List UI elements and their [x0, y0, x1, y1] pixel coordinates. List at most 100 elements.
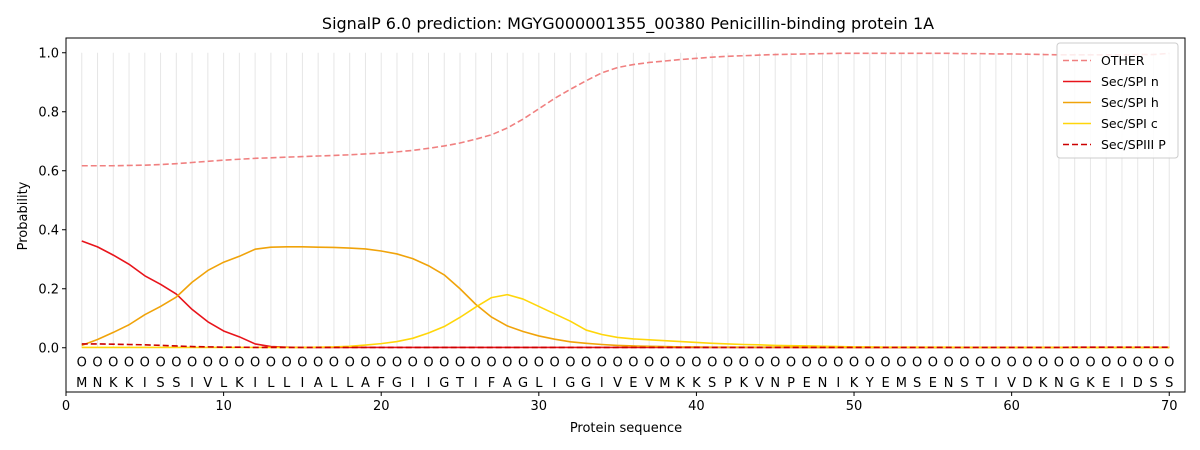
region-marker: O — [250, 355, 260, 370]
residue-label: N — [818, 376, 828, 391]
residue-label: K — [125, 376, 134, 391]
residue-label: K — [1086, 376, 1095, 391]
y-tick-label: 0.0 — [38, 341, 59, 356]
residue-label: E — [881, 376, 889, 391]
region-marker: O — [817, 355, 827, 370]
region-marker: O — [108, 355, 118, 370]
legend-label-2: Sec/SPI h — [1101, 95, 1159, 110]
plot-frame — [65, 37, 1186, 393]
residue-label: S — [913, 376, 921, 391]
y-tick-label: 0.8 — [38, 105, 59, 120]
x-tick-label: 50 — [846, 399, 863, 414]
residue-label: A — [361, 376, 370, 391]
region-marker: O — [360, 355, 370, 370]
x-tick-label: 30 — [531, 399, 548, 414]
residue-label: I — [427, 376, 431, 391]
residue-label: G — [518, 376, 528, 391]
residue-label: Y — [865, 376, 874, 391]
residue-label: L — [220, 376, 228, 391]
region-marker: O — [676, 355, 686, 370]
region-marker: O — [1038, 355, 1048, 370]
x-tick-label: 40 — [688, 399, 705, 414]
residue-label: I — [474, 376, 478, 391]
residue-label: N — [944, 376, 954, 391]
region-marker: O — [392, 355, 402, 370]
residue-label: I — [600, 376, 604, 391]
region-marker: O — [880, 355, 890, 370]
region-marker: O — [833, 355, 843, 370]
residue-label: K — [109, 376, 118, 391]
region-marker: O — [1054, 355, 1064, 370]
series-line-4 — [81, 343, 1170, 349]
region-marker: O — [313, 355, 323, 370]
residue-label: L — [267, 376, 275, 391]
axis-ticks: 0 10 20 30 40 50 60 70 0.0 0.2 0.4 0.6 0.8 1.0 — [38, 46, 1177, 414]
residue-label: G — [439, 376, 449, 391]
residue-label: K — [1039, 376, 1048, 391]
region-marker: O — [1007, 355, 1017, 370]
residue-label: E — [1102, 376, 1110, 391]
region-marker: O — [345, 355, 355, 370]
residue-label: L — [535, 376, 543, 391]
region-marker: O — [502, 355, 512, 370]
region-marker: O — [581, 355, 591, 370]
residue-label: A — [314, 376, 323, 391]
residue-label: K — [235, 376, 244, 391]
residue-label: E — [803, 376, 811, 391]
residue-label: L — [283, 376, 291, 391]
residue-label: N — [93, 376, 103, 391]
residue-label: M — [76, 376, 87, 391]
chart-title: SignalP 6.0 prediction: MGYG000001355_00… — [322, 14, 934, 34]
y-tick-label: 1.0 — [38, 46, 59, 61]
residue-label: T — [455, 376, 464, 391]
legend-box — [1056, 42, 1179, 159]
region-marker: O — [1164, 355, 1174, 370]
residue-label: S — [708, 376, 716, 391]
region-marker: O — [234, 355, 244, 370]
region-marker: O — [707, 355, 717, 370]
residue-label: S — [1165, 376, 1173, 391]
region-marker: O — [155, 355, 165, 370]
region-marker: O — [423, 355, 433, 370]
region-marker: O — [644, 355, 654, 370]
region-marker: O — [486, 355, 496, 370]
x-tick-label: 20 — [373, 399, 390, 414]
series-line-1 — [81, 240, 1170, 349]
residue-label: S — [1149, 376, 1157, 391]
residue-label: I — [411, 376, 415, 391]
region-marker: O — [975, 355, 985, 370]
legend-label-1: Sec/SPI n — [1101, 74, 1159, 89]
region-marker: O — [943, 355, 953, 370]
region-marker: O — [471, 355, 481, 370]
sequence-grid — [81, 52, 1170, 348]
region-marker: O — [912, 355, 922, 370]
residue-label: I — [190, 376, 194, 391]
residue-label: V — [613, 376, 622, 391]
region-marker: O — [408, 355, 418, 370]
residue-label: V — [203, 376, 212, 391]
residue-label: A — [503, 376, 512, 391]
region-marker: O — [691, 355, 701, 370]
y-axis-label: Probability — [16, 181, 31, 250]
series-line-2 — [81, 246, 1170, 349]
legend: OTHER Sec/SPI n Sec/SPI h Sec/SPI c Sec/SPII… — [1056, 42, 1179, 159]
region-marker: O — [1133, 355, 1143, 370]
region-marker: O — [770, 355, 780, 370]
region-marker: O — [1148, 355, 1158, 370]
residue-label: D — [1022, 376, 1032, 391]
residue-label: E — [929, 376, 937, 391]
region-marker: O — [282, 355, 292, 370]
region-marker: O — [739, 355, 749, 370]
region-marker: O — [1101, 355, 1111, 370]
residue-label: G — [1070, 376, 1080, 391]
residue-label: I — [253, 376, 257, 391]
series-line-0 — [81, 52, 1170, 167]
residue-label: V — [1007, 376, 1016, 391]
x-tick-label: 60 — [1003, 399, 1020, 414]
region-marker: O — [329, 355, 339, 370]
region-marker: O — [565, 355, 575, 370]
region-marker: O — [77, 355, 87, 370]
region-marker: O — [203, 355, 213, 370]
residue-label: M — [659, 376, 670, 391]
